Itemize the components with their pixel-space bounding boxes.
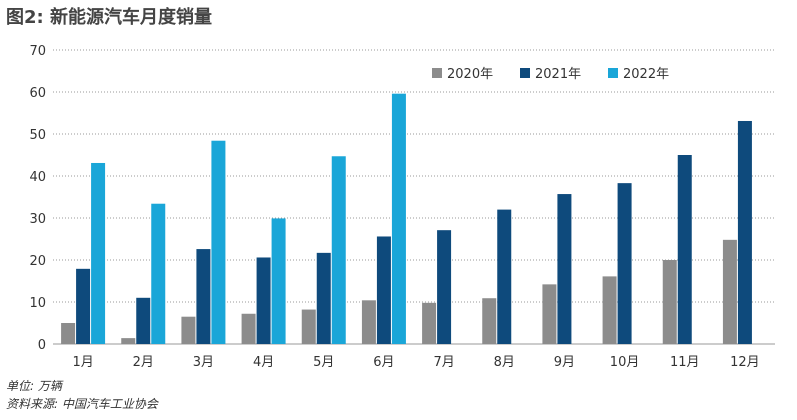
bar-0-10 — [662, 260, 677, 344]
y-tick-label: 10 — [29, 296, 46, 311]
gridlines — [53, 49, 775, 345]
bar-2-0 — [91, 162, 106, 344]
bar-2-3 — [271, 218, 286, 344]
bar-0-5 — [361, 300, 376, 344]
x-tick-label: 4月 — [253, 355, 274, 370]
bar-2-4 — [331, 156, 346, 344]
unit-note: 单位: 万辆 — [6, 379, 62, 393]
legend-swatch — [608, 68, 618, 78]
bar-1-8 — [557, 194, 572, 344]
x-tick-label: 9月 — [554, 355, 575, 370]
legend-swatch — [520, 68, 530, 78]
x-tick-label: 2月 — [133, 355, 154, 370]
x-tick-label: 7月 — [433, 355, 454, 370]
legend: 2020年 2021年 2022年 — [432, 67, 669, 82]
bar-2-1 — [151, 203, 166, 344]
bar-0-6 — [422, 302, 437, 344]
x-tick-label: 3月 — [193, 355, 214, 370]
y-tick-label: 40 — [29, 170, 46, 185]
legend-swatch — [432, 68, 442, 78]
y-tick-label: 50 — [29, 128, 46, 143]
y-tick-label: 20 — [29, 254, 46, 269]
bar-0-8 — [542, 284, 557, 344]
bar-0-7 — [482, 298, 497, 344]
x-tick-label: 1月 — [72, 355, 93, 370]
bar-1-0 — [76, 268, 91, 344]
bar-0-0 — [61, 323, 76, 344]
legend-label: 2020年 — [447, 67, 493, 82]
x-tick-label: 5月 — [313, 355, 334, 370]
x-tick-label: 6月 — [373, 355, 394, 370]
bar-1-3 — [256, 257, 271, 344]
y-tick-label: 60 — [29, 86, 46, 101]
bar-1-9 — [617, 183, 632, 344]
bar-0-9 — [602, 276, 617, 344]
bar-0-4 — [301, 309, 316, 344]
y-axis-ticks: 0 10 20 30 40 50 60 70 — [29, 44, 46, 353]
x-tick-label: 11月 — [670, 355, 700, 370]
bar-1-2 — [196, 249, 211, 344]
x-axis-ticks: 1月 2月 3月 4月 5月 6月 7月 8月 9月 10月 11月 12月 — [72, 355, 759, 370]
bar-1-11 — [737, 120, 752, 344]
bar-1-1 — [136, 297, 151, 344]
bar-0-3 — [241, 313, 256, 344]
bar-1-7 — [497, 209, 512, 344]
bars — [61, 93, 752, 345]
bar-1-6 — [437, 230, 452, 344]
source-note: 资料来源: 中国汽车工业协会 — [6, 397, 158, 411]
bar-1-10 — [677, 155, 692, 344]
bar-1-5 — [376, 236, 391, 344]
legend-label: 2022年 — [623, 67, 669, 82]
y-tick-label: 70 — [29, 44, 46, 59]
bar-0-1 — [121, 338, 136, 344]
y-tick-label: 30 — [29, 212, 46, 227]
x-tick-label: 8月 — [494, 355, 515, 370]
bar-0-2 — [181, 316, 196, 344]
x-tick-label: 10月 — [610, 355, 640, 370]
bar-2-2 — [211, 140, 226, 344]
bar-0-11 — [722, 239, 737, 344]
bar-1-4 — [316, 252, 331, 344]
x-tick-label: 12月 — [730, 355, 760, 370]
bar-2-5 — [391, 93, 406, 345]
y-tick-label: 0 — [38, 338, 46, 353]
legend-label: 2021年 — [535, 67, 581, 82]
chart-title: 图2: 新能源汽车月度销量 — [6, 7, 212, 28]
